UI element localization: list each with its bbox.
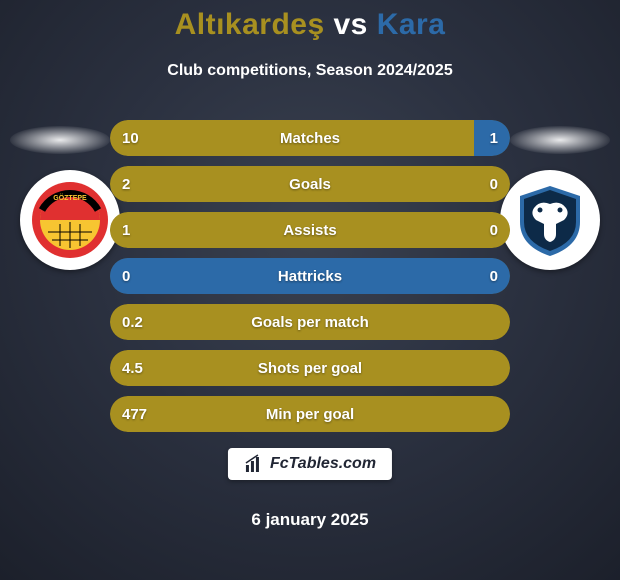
title-vs: vs [325, 8, 377, 41]
page-title: Altıkardeş vs Kara [0, 8, 620, 42]
comparison-chart: Matches101 Goals20 Assists10 Hattricks00 Goa… [110, 120, 510, 442]
stat-row: Shots per goal4.5 [110, 350, 510, 386]
goztepe-crest-icon: GÖZTEPE [30, 180, 110, 260]
generated-date: 6 january 2025 [0, 510, 620, 530]
team-crest-left: GÖZTEPE [20, 170, 120, 270]
stat-row-fill-right [110, 258, 510, 294]
brand-badge: FcTables.com [228, 448, 392, 480]
stat-row-fill-left [110, 304, 510, 340]
stat-row-fill-right [474, 120, 510, 156]
stat-row: Hattricks00 [110, 258, 510, 294]
erzurumspor-crest-icon [510, 180, 590, 260]
stat-row: Goals20 [110, 166, 510, 202]
stat-row: Goals per match0.2 [110, 304, 510, 340]
stat-row-fill-left [110, 212, 510, 248]
title-player-left: Altıkardeş [175, 8, 325, 41]
crest-left-text: GÖZTEPE [53, 193, 87, 202]
team-crest-right [500, 170, 600, 270]
stat-row-fill-left [110, 166, 510, 202]
stat-row-fill-left [110, 350, 510, 386]
stat-row: Assists10 [110, 212, 510, 248]
title-player-right: Kara [377, 8, 446, 41]
stat-row: Min per goal477 [110, 396, 510, 432]
subtitle: Club competitions, Season 2024/2025 [0, 62, 620, 80]
stat-row-fill-left [110, 396, 510, 432]
stat-row: Matches101 [110, 120, 510, 156]
brand-text: FcTables.com [270, 455, 376, 473]
crest-shadow-right [510, 126, 610, 154]
crest-shadow-left [10, 126, 110, 154]
brand-icon [244, 454, 264, 474]
stat-row-fill-left [110, 120, 474, 156]
